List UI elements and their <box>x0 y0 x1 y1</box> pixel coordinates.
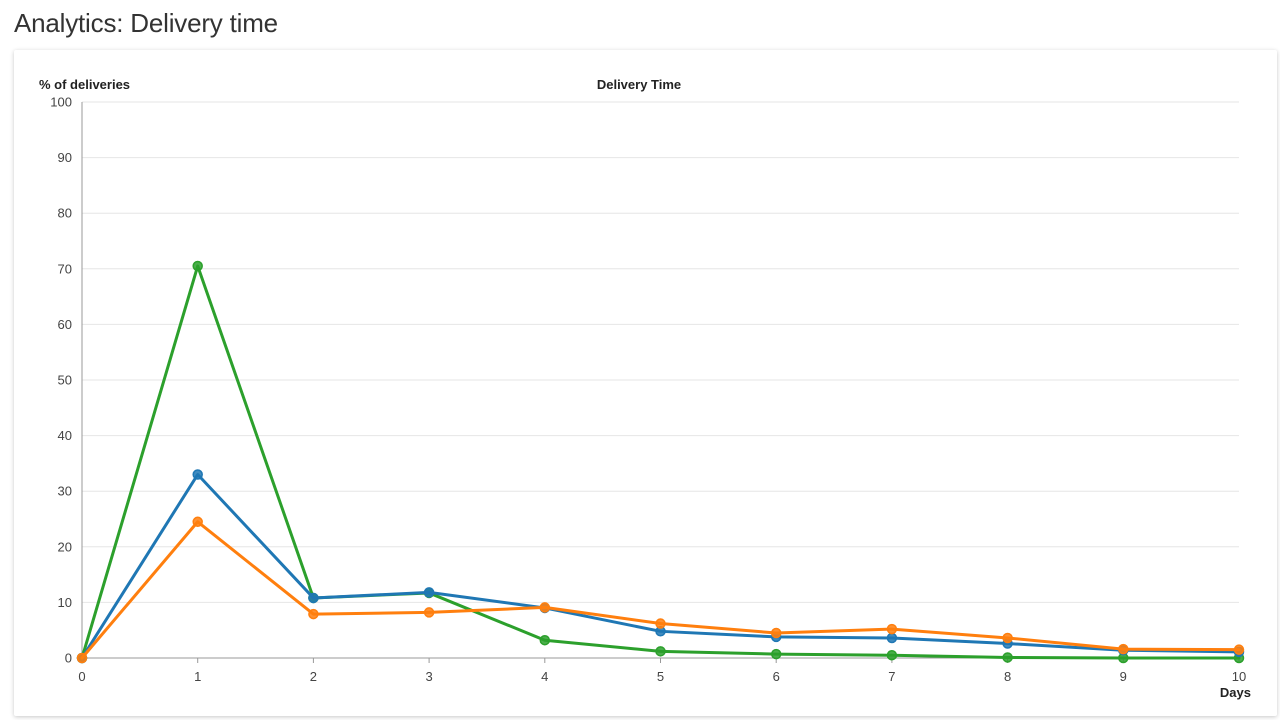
data-point[interactable] <box>539 634 551 646</box>
axis-layer: 0 10 20 30 40 50 60 70 80 90 100 0 1 2 3 4 5 6 7 8 9 10 <box>50 95 1246 685</box>
chart-card: 0 10 20 30 40 50 60 70 80 90 100 0 1 2 3 4 5 6 7 8 9 10 % of … <box>14 50 1277 716</box>
series-layer <box>76 260 1245 664</box>
data-point[interactable] <box>423 587 435 598</box>
data-point[interactable] <box>76 652 88 664</box>
y-tick-label: 90 <box>58 150 72 165</box>
data-point[interactable] <box>886 632 898 644</box>
x-tick-label: 4 <box>541 669 548 684</box>
x-tick-label: 6 <box>773 669 780 684</box>
data-point[interactable] <box>770 627 782 639</box>
x-axis-title: Days <box>1220 685 1251 700</box>
data-point[interactable] <box>886 623 898 635</box>
y-tick-label: 20 <box>58 539 72 554</box>
data-point[interactable] <box>423 607 435 618</box>
x-tick-label: 0 <box>78 669 85 684</box>
data-point[interactable] <box>886 649 898 661</box>
data-point[interactable] <box>1118 643 1129 655</box>
data-point[interactable] <box>655 618 666 629</box>
x-tick-label: 3 <box>425 669 432 684</box>
y-tick-label: 0 <box>65 651 72 666</box>
y-tick-label: 100 <box>50 95 72 110</box>
y-tick-label: 40 <box>58 428 72 443</box>
data-point[interactable] <box>308 608 319 620</box>
data-point[interactable] <box>1002 632 1013 644</box>
y-tick-label: 50 <box>58 373 72 388</box>
grid-layer <box>82 101 1239 603</box>
delivery-time-line-chart: 0 10 20 30 40 50 60 70 80 90 100 0 1 2 3 4 5 6 7 8 9 10 % of … <box>39 77 1251 700</box>
series-line <box>80 520 1241 660</box>
data-point[interactable] <box>192 516 203 528</box>
data-point[interactable] <box>192 260 203 272</box>
y-tick-label: 80 <box>58 206 72 221</box>
x-tick-label: 7 <box>888 669 895 684</box>
y-tick-label: 30 <box>58 484 72 499</box>
data-point[interactable] <box>770 648 782 660</box>
y-tick-label: 10 <box>58 595 72 610</box>
x-tick-label: 1 <box>194 669 201 684</box>
x-tick-label: 5 <box>657 669 664 684</box>
data-point[interactable] <box>1002 652 1013 663</box>
x-tick-label: 2 <box>310 669 317 684</box>
data-point[interactable] <box>655 646 666 657</box>
series-2 <box>76 516 1245 664</box>
y-tick-label: 60 <box>58 317 72 332</box>
y-tick-label: 70 <box>58 261 72 276</box>
data-point[interactable] <box>1233 644 1245 655</box>
x-tick-label: 10 <box>1232 669 1246 684</box>
chart-title: Delivery Time <box>597 77 681 92</box>
x-tick-label: 9 <box>1120 669 1127 684</box>
data-point[interactable] <box>539 602 551 613</box>
data-point[interactable] <box>192 469 203 480</box>
y-axis-title: % of deliveries <box>39 77 130 92</box>
page-title: Analytics: Delivery time <box>14 8 278 38</box>
data-point[interactable] <box>308 592 319 604</box>
x-tick-label: 8 <box>1004 669 1011 684</box>
